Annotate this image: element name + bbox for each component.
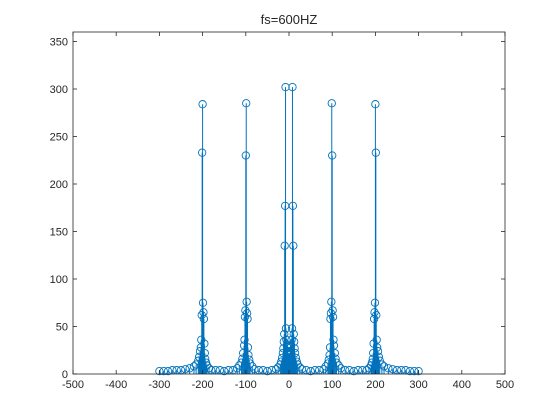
stem-marker — [220, 366, 229, 376]
stem-marker — [271, 365, 281, 374]
stem-marker — [410, 366, 419, 376]
stem-marker — [349, 366, 358, 376]
y-tick-label: 100 — [50, 274, 68, 286]
stem-marker — [331, 354, 340, 363]
stem-marker — [242, 297, 251, 306]
x-tick-label: 500 — [496, 379, 514, 391]
x-tick-label: 200 — [366, 379, 384, 391]
stem-marker — [288, 201, 298, 211]
stem-marker — [245, 355, 254, 364]
stem-marker — [330, 348, 339, 358]
stem-marker — [374, 352, 384, 362]
y-tick-label: 0 — [62, 369, 68, 381]
stem-marker — [328, 312, 338, 322]
stem-marker — [372, 343, 382, 352]
stem-marker — [200, 339, 209, 348]
y-axis: 0 50 100 150 200 250 300 350 — [50, 37, 505, 381]
stem-marker — [379, 362, 389, 371]
stem-marker — [290, 344, 299, 353]
stem-marker — [199, 314, 209, 324]
stem-marker — [290, 348, 300, 358]
stem-marker — [336, 364, 345, 373]
stem-marker — [281, 82, 290, 92]
stem-marker — [384, 364, 393, 373]
stem-marker — [189, 362, 199, 371]
stem-marker — [250, 365, 259, 374]
y-tick-label: 150 — [50, 227, 68, 239]
stem-marker — [328, 151, 337, 160]
x-tick-label: -500 — [62, 379, 84, 391]
x-tick-label: -100 — [235, 379, 257, 391]
stem-marker — [248, 362, 257, 371]
stem-marker — [297, 365, 307, 374]
stem-marker — [263, 366, 272, 376]
stem-marker — [371, 100, 380, 109]
x-tick-label: 0 — [286, 379, 292, 391]
stem-marker — [181, 365, 190, 374]
stem-marker — [414, 366, 423, 376]
stem-marker — [377, 360, 387, 369]
stem-marker — [242, 309, 252, 318]
stem-marker — [371, 148, 380, 157]
stem-marker — [245, 359, 255, 368]
stem-marker — [163, 366, 173, 376]
x-tick-label: 400 — [453, 379, 471, 391]
stem-marker — [204, 364, 214, 373]
stem-marker — [319, 365, 328, 374]
stem-marker — [198, 100, 207, 109]
stem-marker — [288, 82, 297, 92]
stem-marker — [202, 361, 212, 370]
y-tick-label: 250 — [50, 132, 68, 144]
stem-marker — [388, 365, 397, 374]
x-tick-label: 300 — [409, 379, 427, 391]
stem-marker — [328, 306, 337, 315]
x-tick-label: 100 — [323, 379, 341, 391]
stem-marker — [233, 364, 242, 373]
stem-marker — [332, 358, 341, 367]
stem-marker — [293, 360, 302, 369]
stem-marker — [185, 364, 194, 373]
stem-marker — [289, 241, 298, 250]
x-tick-label: -300 — [148, 379, 170, 391]
stem-series — [155, 82, 423, 376]
y-tick-label: 200 — [50, 179, 68, 191]
stem-marker — [334, 361, 343, 370]
chart-title: fs=600HZ — [261, 12, 318, 27]
stem-marker — [290, 337, 299, 346]
y-tick-label: 350 — [50, 37, 68, 49]
y-tick-label: 300 — [50, 84, 68, 96]
stem-marker — [373, 347, 383, 356]
stem-marker — [327, 99, 336, 108]
stem-marker — [159, 366, 168, 376]
x-tick-label: -400 — [105, 379, 127, 391]
stem-marker — [243, 314, 252, 324]
stem-marker — [372, 310, 381, 320]
stem-marker — [329, 335, 338, 344]
stem-marker — [306, 366, 315, 376]
stem-marker — [199, 308, 208, 317]
x-tick-label: -200 — [192, 379, 214, 391]
stem-marker — [200, 348, 209, 358]
stem-marker — [155, 366, 164, 376]
x-axis: -500 -400 -300 -200 -100 0 100 200 300 400 500 — [62, 32, 514, 391]
stem-marker — [405, 366, 415, 376]
stem-marker — [281, 324, 291, 333]
stem-marker — [244, 350, 253, 360]
stem-marker — [198, 298, 208, 307]
y-tick-label: 50 — [56, 322, 68, 334]
stem-marker — [242, 99, 251, 108]
